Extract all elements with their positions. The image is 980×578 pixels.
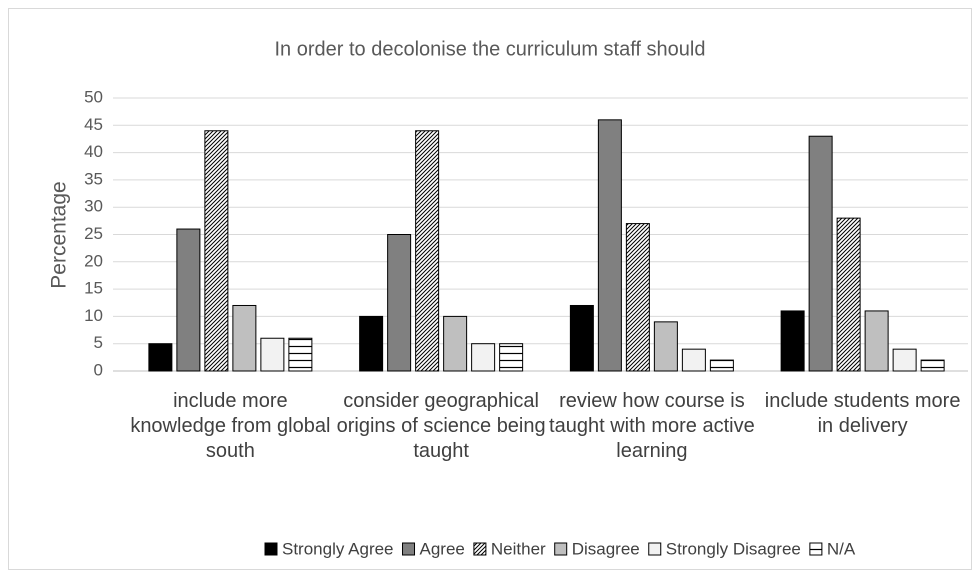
legend-label: Strongly Disagree [666, 539, 801, 558]
bar [260, 337, 285, 372]
x-tick-label: include students more in delivery [764, 390, 961, 437]
bar [625, 223, 650, 372]
bar [288, 337, 313, 372]
y-tick-label: 0 [94, 360, 103, 379]
x-tick-label: consider geographical origins of science… [336, 390, 546, 462]
y-tick-label: 15 [84, 279, 103, 298]
y-axis-label: Percentage [48, 181, 71, 288]
bar [471, 343, 496, 372]
bar [681, 348, 706, 372]
y-tick-label: 35 [84, 169, 103, 188]
legend-swatch [648, 542, 662, 556]
bar [920, 359, 945, 372]
bar [232, 304, 257, 372]
y-tick-label: 50 [84, 87, 103, 106]
legend-label: N/A [827, 539, 856, 558]
bar [836, 217, 861, 372]
bar [176, 228, 201, 372]
legend-label: Disagree [572, 539, 640, 558]
y-tick-label: 10 [84, 306, 103, 325]
bar [597, 119, 622, 372]
bar [148, 343, 173, 372]
bar [653, 321, 678, 372]
bar [359, 315, 384, 372]
bar [892, 348, 917, 372]
y-tick-label: 30 [84, 197, 103, 216]
legend-label: Strongly Agree [282, 539, 394, 558]
chart-title: In order to decolonise the curriculum st… [275, 38, 706, 60]
legend-swatch [809, 542, 823, 556]
y-tick-label: 40 [84, 142, 103, 161]
legend-swatch [473, 542, 487, 556]
bar [499, 343, 524, 372]
y-tick-label: 20 [84, 251, 103, 270]
bar [387, 234, 412, 372]
bar [709, 359, 734, 372]
y-tick-label: 5 [94, 333, 103, 352]
bar [443, 315, 468, 372]
bar [780, 310, 805, 372]
bar [415, 130, 440, 372]
legend-label: Neither [491, 539, 546, 558]
x-tick-label: review how course is taught with more ac… [549, 390, 755, 462]
legend-swatch [402, 542, 416, 556]
bar [569, 304, 594, 372]
y-tick-label: 45 [84, 115, 103, 134]
bar [204, 130, 229, 372]
legend-swatch [264, 542, 278, 556]
x-tick-label: include more knowledge from global south [130, 390, 331, 462]
legend-swatch [554, 542, 568, 556]
legend-label: Agree [420, 539, 465, 558]
y-tick-label: 25 [84, 224, 103, 243]
bar [864, 310, 889, 372]
bar [808, 135, 833, 372]
